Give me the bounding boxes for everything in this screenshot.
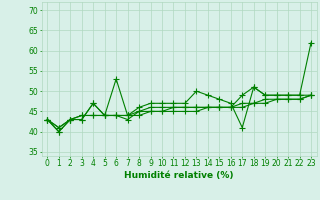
X-axis label: Humidité relative (%): Humidité relative (%)	[124, 171, 234, 180]
